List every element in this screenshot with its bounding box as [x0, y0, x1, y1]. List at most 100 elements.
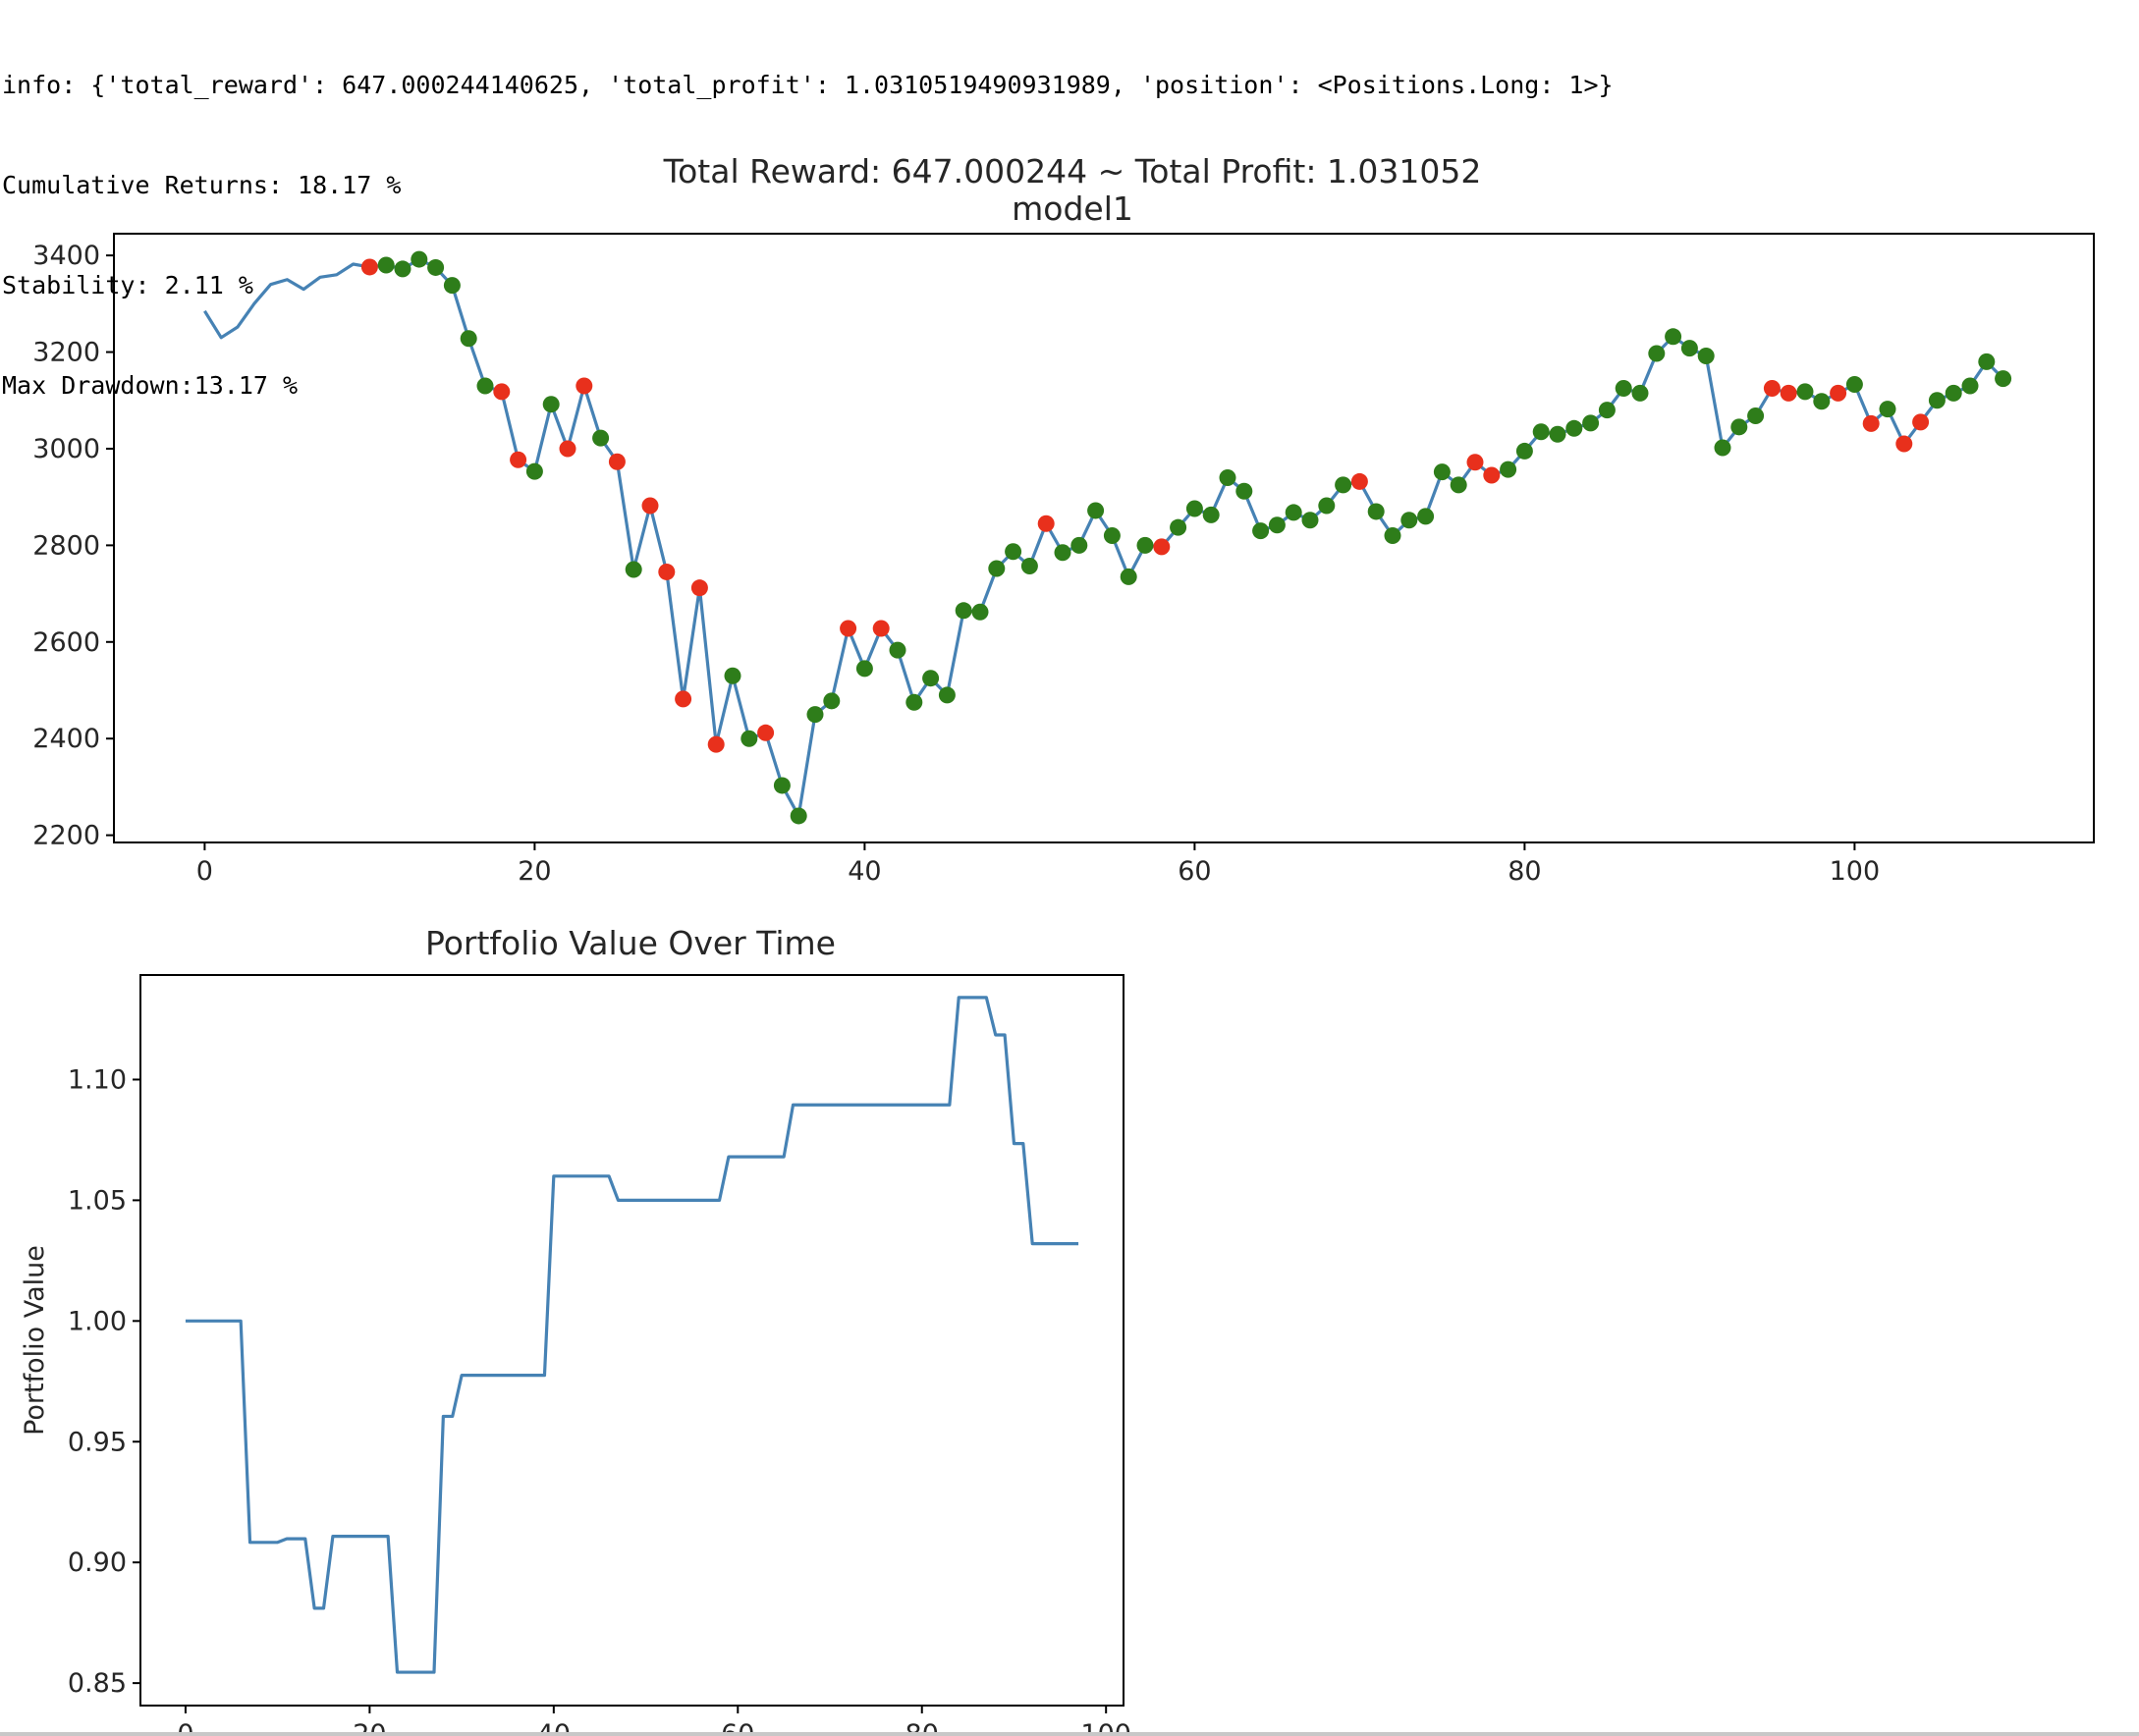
portfolio-chart-y-tick-label: 1.05: [68, 1185, 127, 1216]
buy-marker: [1252, 522, 1270, 540]
buy-marker: [773, 777, 791, 794]
buy-marker: [1879, 401, 1896, 418]
sell-marker: [658, 563, 676, 580]
portfolio-chart-x-tick-label: 80: [905, 1719, 939, 1736]
price-chart-y-tick-label: 2800: [32, 530, 100, 561]
buy-marker: [1185, 500, 1203, 517]
buy-marker: [1500, 461, 1517, 478]
sell-marker: [872, 620, 890, 637]
buy-marker: [1796, 383, 1814, 401]
buy-marker: [823, 692, 841, 710]
buy-marker: [1532, 423, 1550, 441]
buy-marker: [1615, 379, 1632, 397]
sell-marker: [1350, 472, 1368, 490]
buy-marker: [1515, 442, 1533, 460]
buy-marker: [1648, 345, 1666, 362]
sell-marker: [641, 497, 659, 515]
buy-marker: [1268, 516, 1286, 534]
buy-marker: [394, 260, 411, 278]
console-line-stability: Stability: 2.11 %: [2, 271, 253, 299]
price-chart-frame: [113, 233, 2095, 843]
portfolio-chart: 0 20 40 60 80 100 0.85 0.90 0.95 1.00 1.05 1.10: [68, 974, 1131, 1736]
buy-marker: [1202, 506, 1220, 523]
buy-marker: [1565, 419, 1583, 437]
sell-marker: [1862, 414, 1880, 432]
sell-marker: [1895, 435, 1913, 453]
buy-marker: [1945, 384, 1962, 402]
price-chart-x-tick-label: 20: [518, 856, 551, 887]
buy-marker: [1598, 402, 1616, 419]
buy-marker: [922, 670, 940, 687]
buy-marker: [1450, 476, 1467, 494]
sell-marker: [1780, 384, 1797, 402]
buy-marker: [740, 730, 758, 747]
buy-marker: [592, 429, 610, 447]
buy-marker: [1120, 568, 1137, 585]
buy-marker: [1417, 508, 1435, 525]
buy-marker: [377, 256, 395, 274]
buy-marker: [938, 686, 956, 704]
buy-marker: [427, 258, 445, 276]
buy-marker: [1335, 476, 1352, 494]
buy-marker: [1582, 414, 1600, 432]
price-chart: 0 20 40 60 80 100 2200 2400 2600 2800 3000 3200 3400: [32, 233, 2095, 887]
portfolio-series-line: [185, 996, 1079, 1674]
price-chart-x-tick-label: 100: [1830, 856, 1881, 887]
portfolio-chart-x-tick-label: 60: [721, 1719, 754, 1736]
sell-marker: [608, 453, 626, 470]
buy-marker: [1020, 558, 1038, 575]
buy-marker: [1301, 512, 1319, 529]
buy-marker: [1384, 527, 1401, 545]
buy-marker: [1631, 384, 1649, 402]
console-line-info: info: {'total_reward': 647.000244140625,…: [2, 71, 1614, 99]
console-line-cumulative-returns: Cumulative Returns: 18.17 %: [2, 171, 402, 199]
sell-marker: [1153, 538, 1171, 556]
sell-marker: [1466, 454, 1484, 471]
sell-marker: [757, 724, 775, 741]
sell-marker: [690, 579, 708, 597]
buy-marker: [1054, 544, 1071, 562]
sell-marker: [1037, 515, 1055, 532]
buy-marker: [955, 602, 972, 620]
window-bottom-edge: [0, 1732, 2139, 1736]
price-chart-y-tick-label: 2400: [32, 724, 100, 754]
portfolio-chart-x-tick-label: 0: [177, 1719, 193, 1736]
buy-marker: [1219, 468, 1236, 486]
portfolio-chart-frame: [139, 974, 1124, 1707]
buy-marker: [1170, 518, 1187, 536]
buy-marker: [889, 641, 906, 659]
buy-marker: [1680, 340, 1698, 357]
buy-marker: [1103, 527, 1121, 545]
buy-marker: [1235, 482, 1253, 500]
buy-marker: [1747, 407, 1765, 425]
portfolio-chart-x-tick-label: 40: [537, 1719, 571, 1736]
sell-marker: [1912, 413, 1930, 431]
buy-marker: [1665, 328, 1682, 346]
buy-marker: [1367, 503, 1385, 520]
buy-marker: [1400, 512, 1418, 529]
buy-marker: [1813, 393, 1831, 410]
buy-marker: [1433, 463, 1451, 481]
buy-marker: [411, 250, 428, 268]
price-chart-x-tick-label: 40: [848, 856, 881, 887]
buy-marker: [1285, 504, 1302, 521]
buy-marker: [1928, 392, 1946, 409]
buy-marker: [525, 462, 543, 480]
price-chart-x-tick-label: 80: [1508, 856, 1541, 887]
portfolio-chart-y-tick-label: 1.10: [68, 1064, 127, 1095]
sell-marker: [707, 735, 725, 753]
buy-marker: [476, 377, 494, 395]
buy-marker: [542, 396, 560, 413]
portfolio-chart-y-tick-label: 0.85: [68, 1668, 127, 1699]
price-chart-y-tick-label: 3000: [32, 434, 100, 464]
price-chart-y-tick-label: 2600: [32, 627, 100, 658]
buy-marker: [905, 693, 923, 711]
price-chart-x-tick-label: 0: [196, 856, 213, 887]
buy-marker: [1318, 497, 1336, 515]
price-chart-y-tick-label: 2200: [32, 821, 100, 851]
buy-marker: [1961, 377, 1979, 395]
portfolio-chart-y-tick-label: 1.00: [68, 1306, 127, 1336]
buy-marker: [988, 560, 1006, 577]
console-line-max-drawdown: Max Drawdown:13.17 %: [2, 371, 299, 400]
